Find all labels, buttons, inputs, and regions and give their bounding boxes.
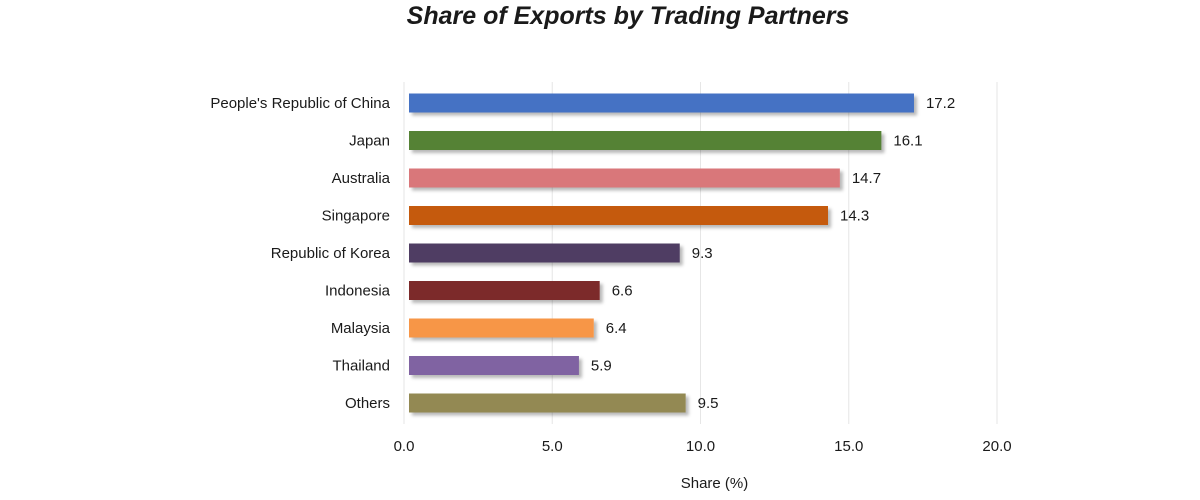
category-label: Thailand	[332, 358, 390, 375]
x-tick-label: 5.0	[542, 438, 563, 455]
bar	[409, 93, 914, 113]
value-labels: 17.2 16.1 14.7 14.3 9.3 6.6 6.4 5.9 9.5	[591, 95, 955, 412]
category-label: Singapore	[322, 208, 390, 225]
bars	[409, 93, 914, 413]
bar	[409, 206, 828, 225]
category-label: People's Republic of China	[210, 95, 390, 112]
bar	[409, 281, 600, 300]
x-tick-label: 10.0	[686, 438, 715, 455]
data-label: 16.1	[893, 133, 922, 150]
category-label: Australia	[332, 170, 391, 187]
data-label: 9.3	[692, 245, 713, 262]
x-tick-label: 0.0	[394, 438, 415, 455]
data-label: 17.2	[926, 95, 955, 112]
data-label: 9.5	[698, 395, 719, 412]
data-label: 14.3	[840, 208, 869, 225]
category-label: Indonesia	[325, 283, 391, 300]
bar	[409, 356, 579, 375]
category-label: Malaysia	[331, 320, 391, 337]
x-tick-label: 15.0	[834, 438, 863, 455]
x-tick-label: 20.0	[982, 438, 1011, 455]
category-label: Japan	[349, 133, 390, 150]
category-labels: People's Republic of China Japan Australia…	[210, 95, 390, 412]
data-label: 5.9	[591, 358, 612, 375]
bar	[409, 318, 594, 338]
bar	[409, 131, 882, 150]
data-label: 14.7	[852, 170, 881, 187]
data-label: 6.4	[606, 320, 627, 337]
chart-title: Share of Exports by Trading Partners	[406, 2, 850, 30]
x-axis-ticks: 0.0 5.0 10.0 15.0 20.0	[394, 438, 1012, 455]
category-label: Others	[345, 395, 390, 412]
x-axis-title: Share (%)	[681, 475, 749, 492]
category-label: Republic of Korea	[271, 245, 391, 262]
data-label: 6.6	[612, 283, 633, 300]
bar	[409, 243, 680, 263]
bar	[409, 168, 840, 188]
bar	[409, 393, 686, 413]
